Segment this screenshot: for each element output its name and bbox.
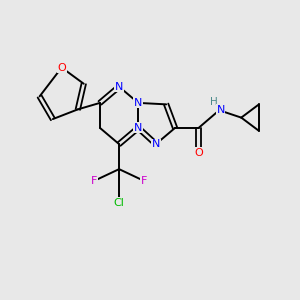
Text: N: N [217,105,225,115]
Text: N: N [152,139,160,149]
Text: F: F [141,176,147,186]
Text: O: O [57,63,66,73]
Text: F: F [91,176,97,186]
Text: Cl: Cl [114,198,124,208]
Text: N: N [134,123,142,133]
Text: H: H [210,97,218,107]
Text: N: N [115,82,123,92]
Text: N: N [134,98,142,108]
Text: O: O [194,148,203,158]
